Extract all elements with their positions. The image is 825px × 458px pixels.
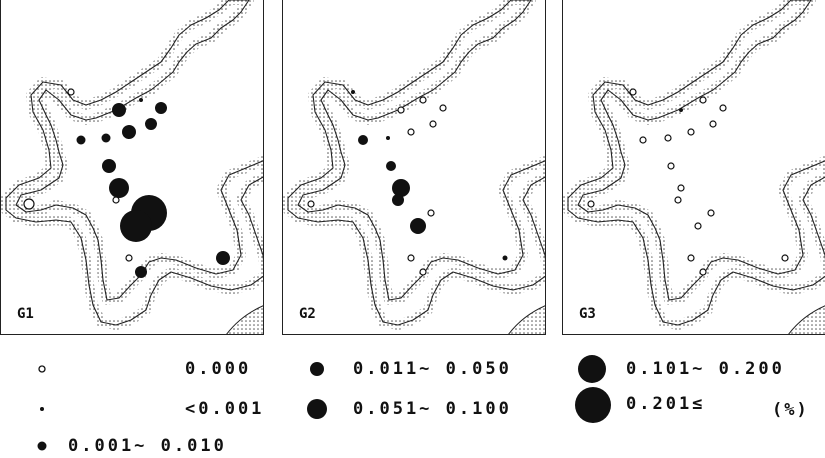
legend-label: <0.001 [185, 399, 265, 419]
station-marker [216, 251, 230, 265]
station-marker [139, 98, 143, 102]
filled-circle-icon [37, 441, 47, 451]
station-marker [407, 254, 415, 262]
station-marker [307, 200, 315, 208]
station-marker [125, 254, 133, 262]
station-marker [386, 136, 390, 140]
station-marker [122, 125, 136, 139]
station-marker [699, 96, 707, 104]
station-marker [687, 128, 695, 136]
station-marker [392, 179, 410, 197]
filled-circle-icon [578, 355, 606, 383]
station-marker [120, 210, 152, 242]
coastline [567, 0, 825, 326]
legend-label: 0.051~ 0.100 [353, 399, 512, 419]
station-marker [707, 209, 715, 217]
station-marker [699, 268, 707, 276]
open-circle-icon [38, 365, 46, 373]
station-marker [351, 90, 355, 94]
legend-label: 0.001~ 0.010 [68, 436, 227, 456]
station-marker [667, 162, 675, 170]
map-panel-g2: G2 [282, 0, 546, 335]
station-marker [629, 88, 637, 96]
station-marker [502, 255, 508, 261]
station-marker [102, 159, 116, 173]
island-shape [788, 305, 825, 334]
panel-label: G3 [579, 306, 596, 322]
station-marker [76, 135, 86, 145]
station-marker [112, 103, 126, 117]
island-shape [226, 305, 263, 334]
station-marker [664, 134, 672, 142]
map-panel-g1: G1 [0, 0, 264, 335]
panel-label: G1 [17, 306, 34, 322]
station-marker [407, 128, 415, 136]
station-marker [639, 136, 647, 144]
station-marker [674, 196, 682, 204]
panel-label: G2 [299, 306, 316, 322]
coastline-shading [1, 0, 263, 330]
coastline-map [1, 0, 263, 334]
coastline-map [563, 0, 825, 334]
station-marker [410, 218, 426, 234]
coastline-shading [563, 0, 825, 330]
station-marker [155, 102, 167, 114]
unit-label: (%) [772, 400, 809, 420]
station-marker [109, 178, 129, 198]
map-panel-g3: G3 [562, 0, 825, 335]
station-marker [23, 198, 35, 210]
coastline [5, 0, 263, 326]
station-marker [135, 266, 147, 278]
station-marker [419, 96, 427, 104]
filled-circle-icon [310, 362, 324, 376]
coastline [287, 0, 545, 326]
station-marker [112, 196, 120, 204]
legend-label: 0.000 [185, 359, 252, 379]
station-marker [427, 209, 435, 217]
station-marker [397, 106, 405, 114]
legend-label: 0.101~ 0.200 [626, 359, 785, 379]
station-marker [694, 222, 702, 230]
station-marker [419, 268, 427, 276]
station-marker [677, 184, 685, 192]
station-marker [67, 88, 75, 96]
station-marker [358, 135, 368, 145]
station-marker [429, 120, 437, 128]
filled-circle-icon [575, 387, 611, 423]
station-marker [101, 133, 111, 143]
filled-circle-icon [307, 399, 327, 419]
station-marker [386, 161, 396, 171]
station-marker [679, 108, 683, 112]
station-marker [687, 254, 695, 262]
station-marker [439, 104, 447, 112]
legend-label: 0.201≤ [626, 394, 706, 414]
island-shape [508, 305, 545, 334]
small-dot-icon [40, 407, 44, 411]
legend-label: 0.011~ 0.050 [353, 359, 512, 379]
coastline-shading [283, 0, 545, 330]
station-marker [781, 254, 789, 262]
station-marker [145, 118, 157, 130]
station-marker [587, 200, 595, 208]
station-marker [709, 120, 717, 128]
station-marker [719, 104, 727, 112]
coastline-map [283, 0, 545, 334]
station-marker [392, 194, 404, 206]
